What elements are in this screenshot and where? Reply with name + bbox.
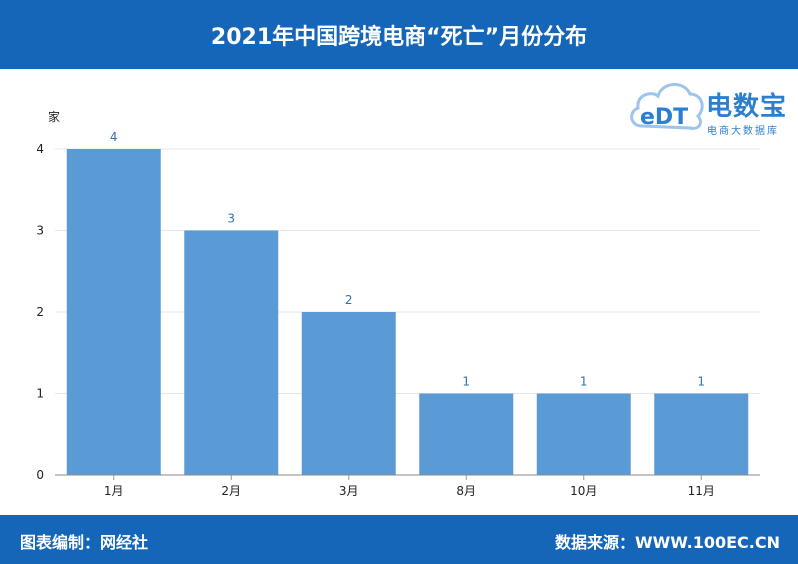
y-tick-label: 3	[36, 224, 44, 238]
x-tick-label: 11月	[688, 484, 715, 498]
y-tick-label: 1	[36, 387, 44, 401]
x-tick-label: 1月	[104, 484, 124, 498]
cloud-logo-icon: eDT	[630, 83, 704, 130]
bar-value-label: 1	[697, 375, 705, 389]
bar-value-label: 1	[462, 375, 470, 389]
y-tick-label: 0	[36, 468, 44, 482]
footer-bar: 图表编制：网经社 数据来源：WWW.100EC.CN	[0, 515, 798, 564]
logo-subtitle: 电商大数据库	[707, 126, 779, 137]
bar-value-label: 3	[227, 212, 235, 226]
x-tick-label: 2月	[221, 484, 241, 498]
bar	[419, 393, 514, 475]
bar-value-label: 4	[110, 130, 118, 144]
bar-value-label: 1	[580, 375, 588, 389]
data-source: 数据来源：WWW.100EC.CN	[554, 533, 780, 552]
logo: eDT 电数宝 电商大数据库	[628, 72, 796, 138]
logo-mark: eDT	[640, 105, 688, 130]
bar-value-label: 2	[345, 293, 353, 307]
chart-credit: 图表编制：网经社	[20, 533, 149, 552]
bar	[184, 230, 279, 475]
x-tick-label: 8月	[456, 484, 476, 498]
bar	[66, 149, 161, 475]
logo-name: 电数宝	[706, 92, 788, 122]
bar	[654, 393, 749, 475]
value-labels: 4 3 2 1 1 1	[110, 130, 705, 389]
bar	[301, 312, 396, 475]
y-tick-label: 2	[36, 305, 44, 319]
y-axis-unit-label: 家	[48, 109, 60, 124]
y-tick-label: 4	[36, 142, 44, 156]
bars	[66, 149, 749, 475]
bar-chart: 家 0 1 2 3 4 4 3 2 1 1 1 1月 2月 3月 8月 10月 11月	[36, 109, 760, 498]
bar	[536, 393, 631, 475]
page-title: 2021年中国跨境电商“死亡”月份分布	[210, 24, 588, 50]
gridlines	[55, 148, 760, 394]
y-axis-ticks: 0 1 2 3 4	[36, 142, 44, 482]
header-bar: 2021年中国跨境电商“死亡”月份分布	[0, 0, 798, 69]
x-axis-ticks: 1月 2月 3月 8月 10月 11月	[104, 475, 715, 498]
x-tick-label: 3月	[339, 484, 359, 498]
x-tick-label: 10月	[570, 484, 597, 498]
